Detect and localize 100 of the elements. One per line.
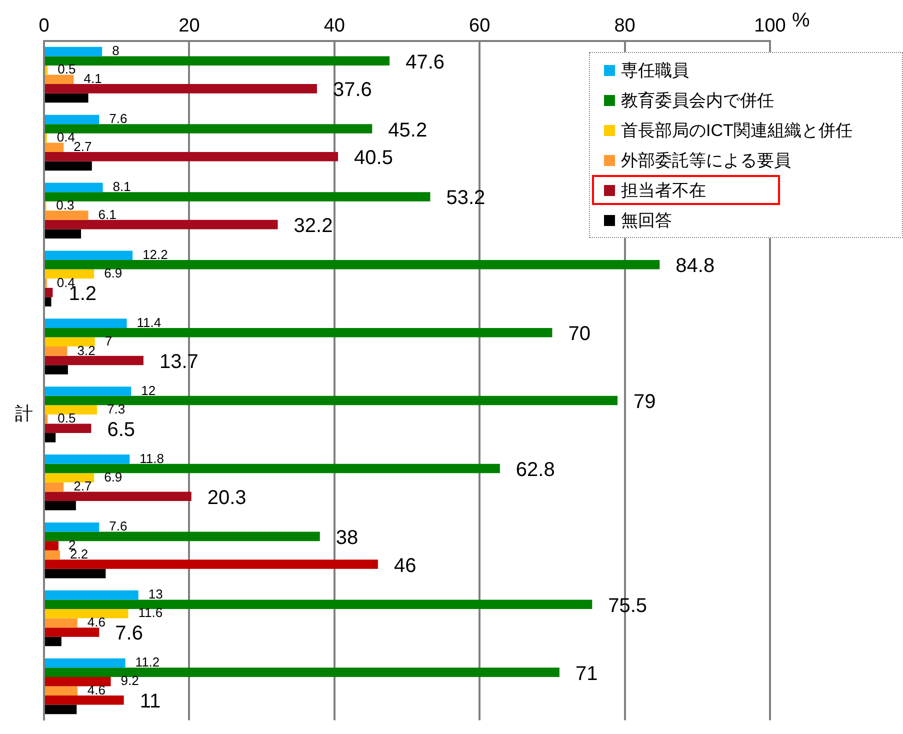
bar (45, 74, 74, 84)
data-label: 2.7 (74, 138, 92, 154)
bar (45, 424, 92, 434)
data-label: 75.5 (608, 594, 648, 617)
bar (45, 560, 378, 569)
bar (45, 454, 130, 464)
data-label: 46 (394, 554, 416, 577)
bar (45, 93, 88, 103)
bar (45, 220, 278, 230)
bar (45, 386, 132, 396)
bar (45, 182, 103, 192)
bar (45, 668, 560, 677)
bar (45, 473, 94, 482)
bar (45, 492, 192, 501)
bar (45, 152, 338, 162)
data-label: 11.6 (138, 605, 163, 620)
data-label: 11 (140, 690, 161, 713)
bar (45, 541, 59, 550)
data-label: 47.6 (406, 51, 445, 74)
data-label: 0.5 (58, 410, 76, 426)
bar (45, 628, 100, 637)
x-tick-label: 100 (754, 16, 786, 37)
bar (45, 532, 320, 542)
data-label: 12.2 (142, 246, 168, 262)
bar (45, 56, 390, 66)
x-tick-label: 80 (614, 16, 636, 37)
bar (45, 142, 64, 152)
data-label: 0.3 (56, 198, 74, 213)
bar (45, 464, 500, 474)
bar (45, 65, 48, 75)
bar (45, 568, 106, 578)
bar (45, 260, 660, 270)
bar (45, 522, 100, 532)
data-label: 38 (336, 526, 358, 549)
bar (45, 356, 144, 366)
data-label: 7.6 (109, 111, 128, 126)
bar (45, 396, 618, 406)
bar (45, 46, 102, 56)
data-label: 53.2 (446, 187, 486, 210)
data-label: 6.9 (104, 469, 122, 484)
bar (45, 676, 111, 686)
bar (45, 609, 128, 618)
data-label: 11.4 (136, 314, 162, 330)
data-label: 3.2 (77, 342, 96, 358)
bar (45, 500, 76, 510)
x-tick-label: 40 (324, 16, 345, 37)
legend-label: 担当者不在 (621, 180, 706, 202)
bar (45, 433, 56, 442)
bar (45, 636, 62, 646)
data-label: 13 (148, 586, 163, 602)
bar (45, 297, 52, 306)
data-label: 62.8 (516, 459, 555, 481)
legend-label: 教育委員会内で併任 (621, 90, 774, 112)
bar (45, 550, 60, 560)
data-label: 8 (112, 43, 120, 58)
data-label: 11.2 (135, 654, 160, 670)
bar (45, 686, 78, 696)
data-label: 8.1 (112, 179, 131, 194)
data-label: 2.7 (74, 478, 92, 494)
data-label: 4.6 (87, 682, 106, 698)
bar (45, 696, 124, 705)
data-label: 11.8 (140, 450, 164, 466)
bar (45, 229, 82, 239)
bar (45, 365, 68, 374)
data-label: 0.5 (58, 62, 76, 77)
bar (45, 590, 138, 600)
data-label: 12 (141, 382, 156, 398)
bar (45, 269, 94, 279)
data-label: 45.2 (388, 119, 428, 142)
bar (45, 250, 133, 260)
y-tick-label: 計 (15, 403, 33, 424)
data-label: 9.2 (120, 673, 139, 688)
data-label: 37.6 (332, 79, 372, 102)
bar (45, 328, 552, 338)
data-label: 6.5 (107, 418, 136, 441)
data-label: 70 (568, 323, 590, 346)
data-label: 7.6 (109, 518, 128, 534)
x-tick-label: 60 (469, 16, 490, 37)
bar (45, 192, 430, 202)
data-label: 4.1 (84, 70, 102, 86)
data-label: 71 (575, 662, 598, 685)
data-label: 7.6 (115, 622, 143, 645)
x-tick-label: 20 (178, 16, 200, 37)
bar (45, 114, 100, 124)
legend-label: 首長部局のICT関連組織と併任 (621, 120, 852, 142)
bar (45, 210, 88, 220)
bar (45, 124, 372, 134)
data-label: 6.1 (98, 206, 116, 222)
bar (45, 414, 48, 424)
legend-label: 無回答 (621, 210, 672, 232)
data-label: 40.5 (354, 147, 393, 170)
data-label: 0.4 (56, 130, 75, 145)
bar (45, 337, 95, 347)
x-axis-title: % (792, 9, 810, 32)
legend-label: 専任職員 (621, 60, 689, 82)
bar (45, 618, 78, 628)
bar (45, 658, 126, 668)
bar (45, 482, 64, 492)
bar (45, 318, 127, 328)
data-label: 7 (104, 333, 112, 348)
